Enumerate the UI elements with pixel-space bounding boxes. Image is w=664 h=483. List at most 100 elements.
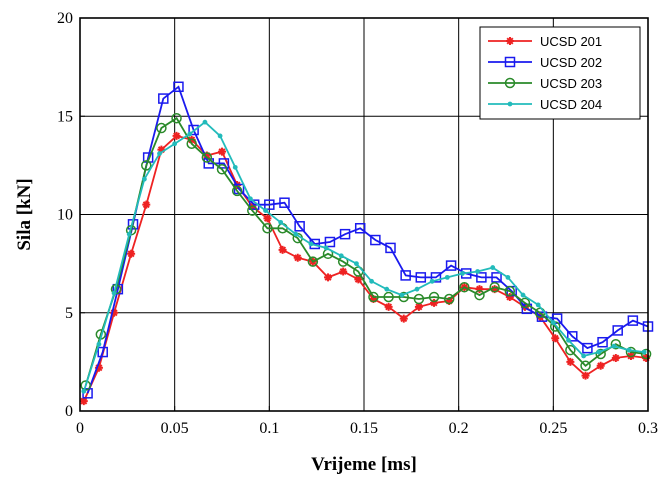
series-4 [81,119,647,394]
data-point [354,261,359,267]
data-point [111,290,117,296]
x-tick-label: 0 [76,420,84,437]
data-point [399,292,405,298]
data-point [231,185,243,197]
data-point [188,124,199,136]
data-point [597,336,608,348]
data-point [384,286,390,292]
data-point [475,269,480,274]
data-point [582,342,593,354]
data-point [491,272,502,283]
data-point [444,274,450,280]
data-point [216,164,228,175]
data-point [262,223,273,234]
data-point [430,272,442,283]
data-point [248,196,253,202]
legend-label: UCSD 201 [540,34,602,49]
data-point [383,291,394,303]
series-2 [82,81,654,399]
data-point [566,357,575,366]
x-tick-label: 0.2 [449,420,469,437]
data-point [640,348,652,360]
data-point [535,302,541,308]
data-point [625,346,637,358]
series-line [82,120,645,392]
data-point [308,241,314,247]
data-point [504,285,516,297]
data-point [354,223,366,234]
series-1 [79,131,651,406]
x-tick-label: 0.15 [350,420,378,437]
data-point [264,199,275,210]
data-point [398,291,410,303]
data-point [520,292,526,298]
data-point [79,397,88,406]
data-point [413,293,425,305]
data-point [414,302,423,311]
data-point [505,293,514,302]
data-point [595,348,606,360]
data-point [96,341,102,347]
data-point [339,228,351,240]
data-point [581,371,590,380]
data-point [187,131,193,137]
data-point [278,245,287,254]
y-tick-label: 15 [57,108,73,125]
data-point [94,363,103,372]
data-point [97,346,108,358]
data-point [156,122,167,134]
data-point [127,249,136,258]
data-point [429,278,435,284]
data-point [263,208,268,213]
data-point [399,314,408,323]
data-point [445,260,457,271]
data-point [565,344,576,356]
data-point [612,325,623,336]
data-point [110,308,119,317]
y-tick-label: 5 [65,305,73,322]
data-point [580,360,591,372]
data-point [626,347,632,353]
data-point [443,293,455,305]
data-point [567,331,578,342]
data-point [354,275,363,284]
data-point [459,281,470,293]
x-tick-label: 0.1 [259,420,279,437]
x-axis-title: Vrijeme [ms] [311,454,417,475]
data-point [218,158,230,169]
data-point [186,138,197,150]
data-point [324,273,333,282]
y-axis-title: Sila [kN] [14,178,35,250]
data-point [627,315,639,326]
data-point [641,349,647,355]
data-point [157,145,166,154]
x-tick-label: 0.05 [161,420,189,437]
data-point [476,272,487,283]
data-point [338,253,344,259]
axis-ticks: 0 0.05 0.1 0.15 0.2 0.25 0.3 0 5 10 15 20 [57,10,658,437]
data-point [293,253,302,262]
data-point [414,286,420,292]
legend-item: UCSD 202 [488,55,602,70]
data-point [490,265,496,270]
data-point [126,231,132,237]
data-point [368,291,379,303]
legend-item: UCSD 203 [488,76,602,91]
data-point [172,141,178,147]
legend-marker [504,77,516,89]
data-point [324,236,336,248]
data-point [158,93,169,104]
series-line [86,85,649,394]
y-tick-label: 20 [57,10,73,27]
data-point [279,197,290,208]
data-point [610,338,622,350]
data-point [385,242,396,254]
data-point [369,278,374,284]
data-point [141,176,147,182]
legend-label: UCSD 202 [540,55,602,70]
data-point [278,219,284,225]
data-point [202,151,211,160]
data-point [142,200,151,209]
